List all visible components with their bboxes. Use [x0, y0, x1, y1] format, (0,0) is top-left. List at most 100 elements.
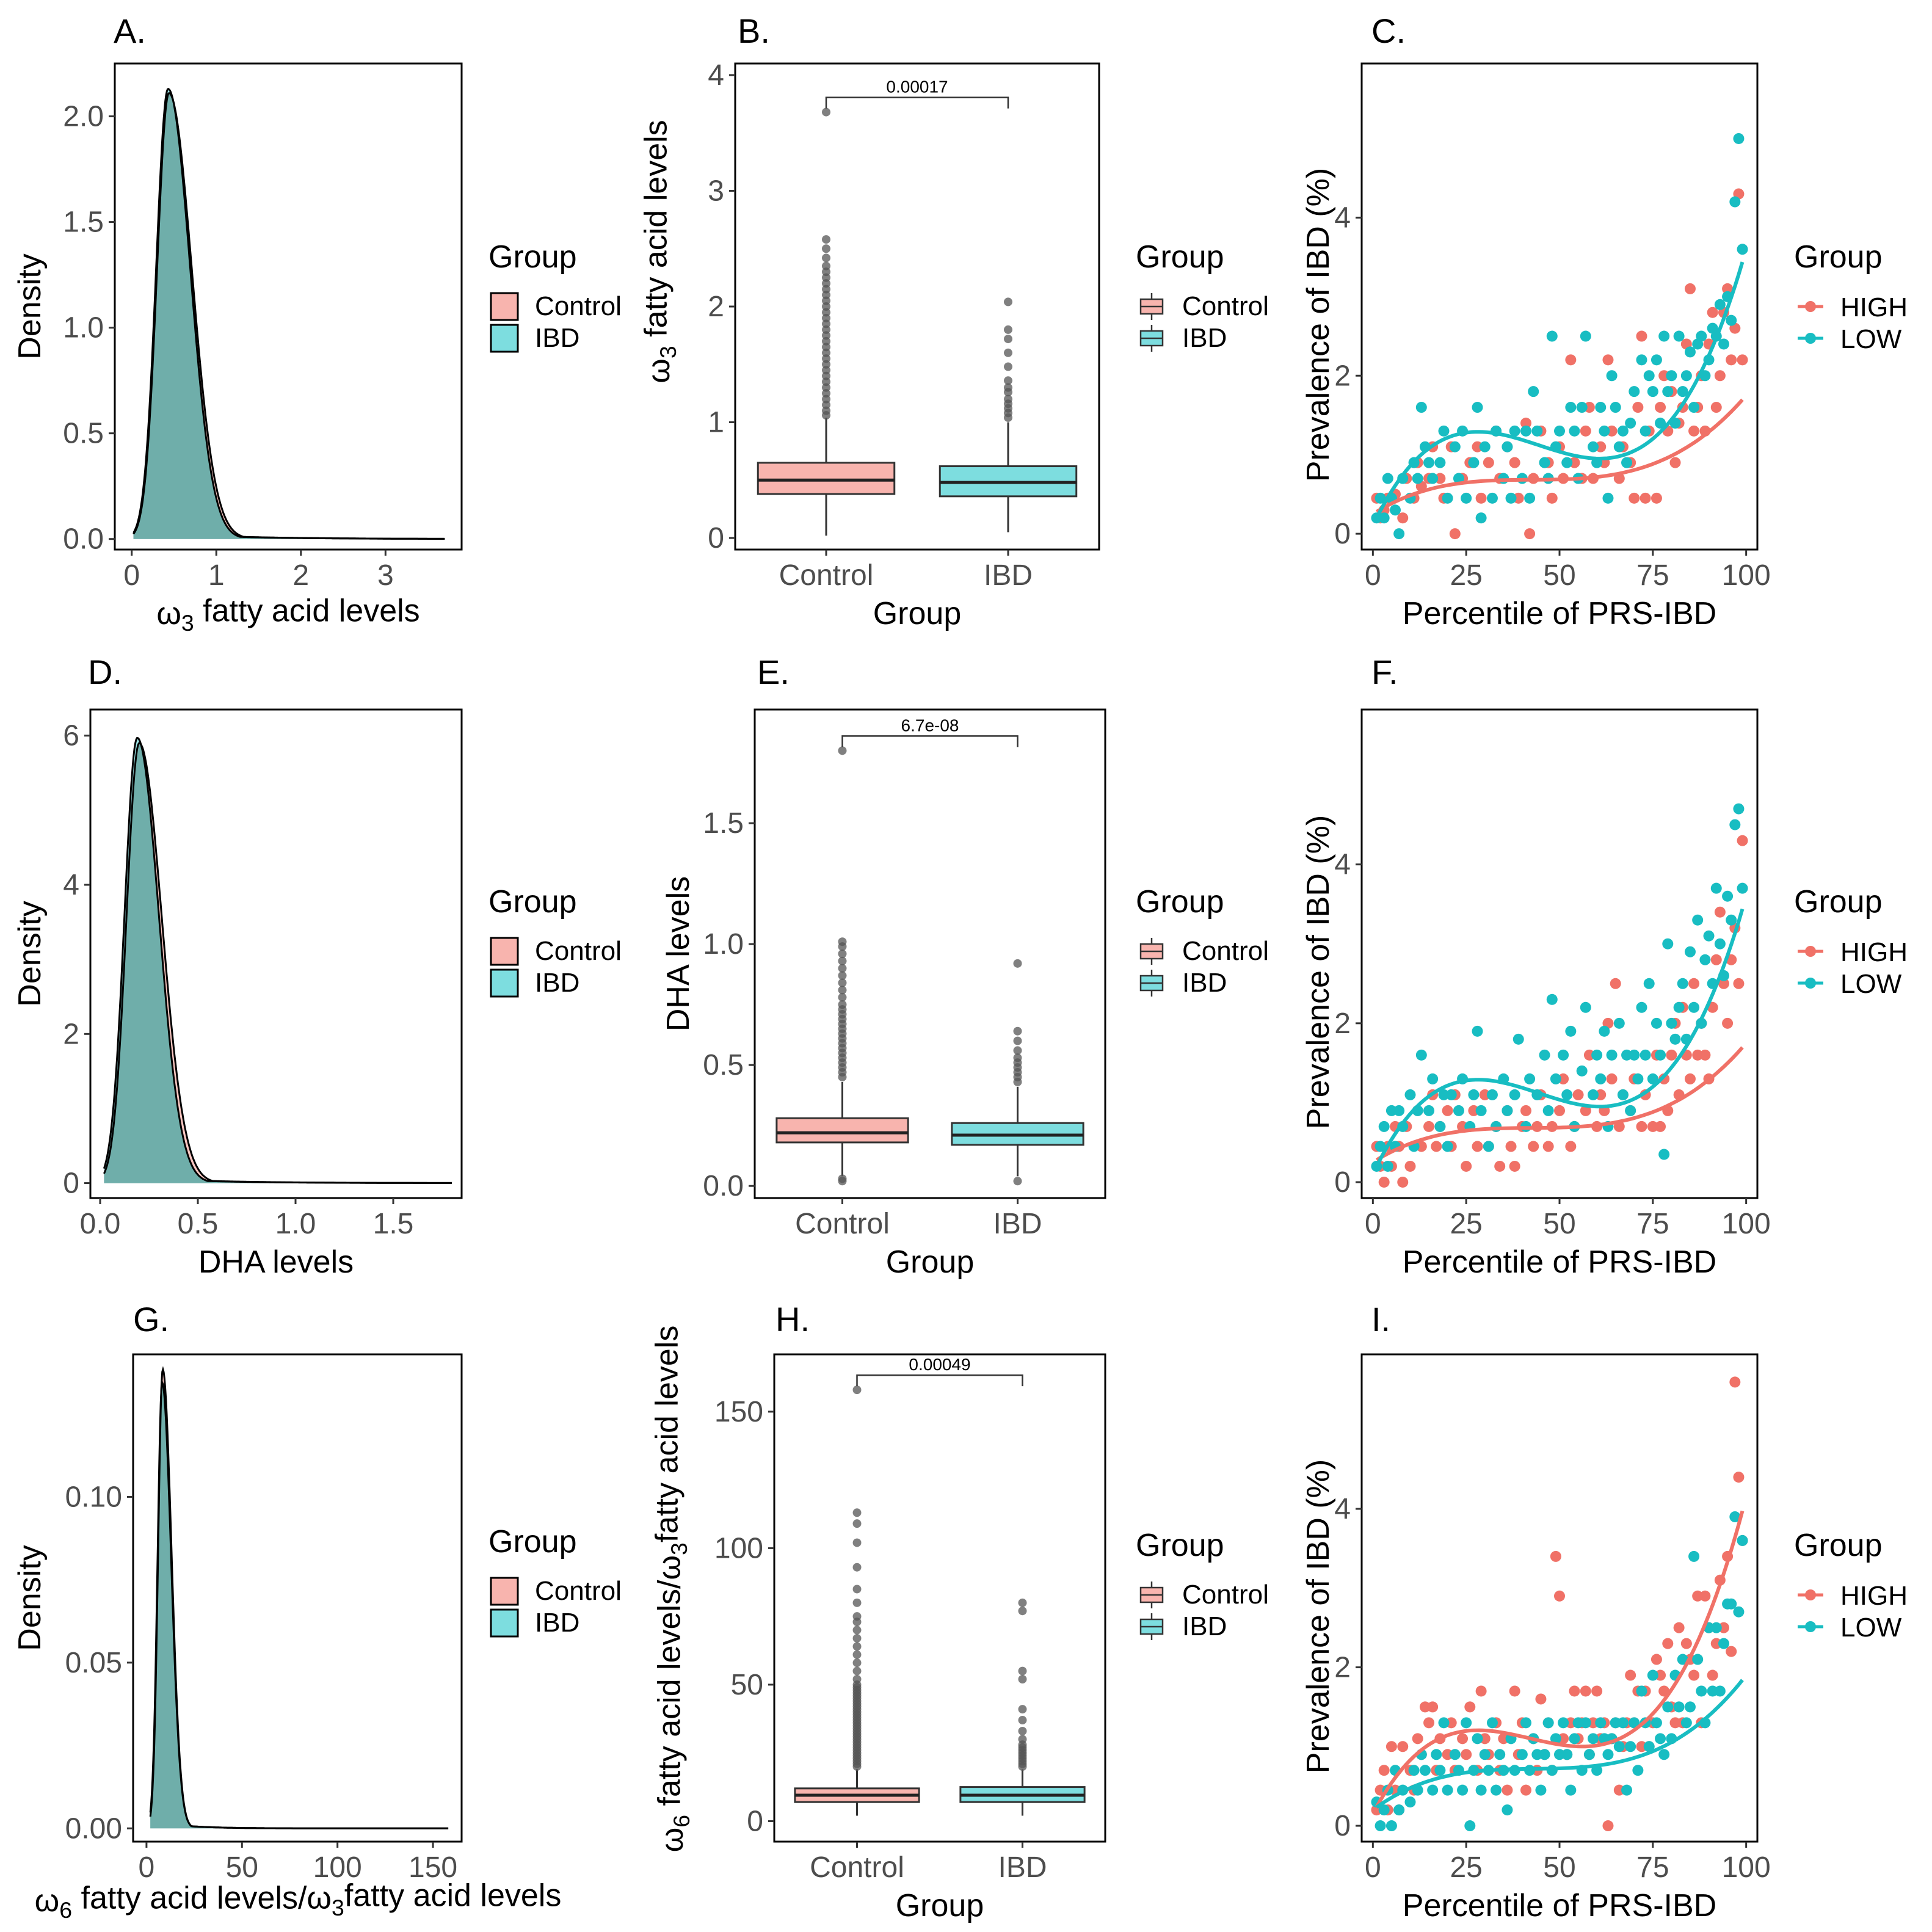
- data-point: [1673, 1701, 1685, 1713]
- data-point: [1692, 1654, 1704, 1665]
- data-point: [1535, 1784, 1547, 1796]
- data-point: [1385, 1741, 1397, 1752]
- data-point: [1737, 1534, 1748, 1546]
- data-point: [1580, 1685, 1591, 1697]
- x-tick-label: Control: [779, 559, 874, 592]
- x-tick-label: 50: [1543, 1208, 1575, 1240]
- legend-title: Group: [1136, 239, 1224, 275]
- outlier-point: [852, 1666, 862, 1676]
- data-point: [1737, 354, 1748, 366]
- legend-key-ibd: [490, 968, 519, 998]
- y-axis-title: Density: [12, 1545, 48, 1651]
- data-point: [1726, 914, 1737, 926]
- outlier-point: [822, 107, 830, 117]
- data-point: [1613, 441, 1625, 452]
- data-point: [1707, 1669, 1718, 1681]
- outlier-point: [838, 956, 847, 965]
- data-point: [1658, 1073, 1670, 1084]
- data-point: [1378, 512, 1390, 524]
- outlier-point: [1004, 376, 1012, 385]
- x-axis-title: Percentile of PRS-IBD: [1403, 1244, 1716, 1280]
- data-point: [1588, 441, 1599, 452]
- data-point: [1475, 492, 1487, 504]
- data-point: [1509, 1685, 1520, 1697]
- y-tick-label: 4: [708, 59, 724, 92]
- outlier-point: [822, 253, 830, 263]
- panel-D: D. 0 2 4 6 0.0 0.5 1.0 1.5 DHA levels Density Group…: [12, 653, 622, 1280]
- outlier-point: [822, 244, 830, 253]
- outlier-point: [838, 1174, 847, 1183]
- outlier-point: [838, 986, 847, 995]
- panel-label-I: I.: [1371, 1300, 1390, 1338]
- data-point: [1580, 1105, 1591, 1116]
- outlier-point: [838, 993, 847, 1002]
- y-axis-title: Prevalence of IBD (%): [1301, 1459, 1336, 1773]
- data-point: [1629, 386, 1640, 398]
- panel-label-D: D.: [88, 653, 122, 691]
- data-point: [1643, 978, 1655, 989]
- data-point: [1722, 890, 1734, 902]
- x-tick-label: 50: [1543, 559, 1575, 592]
- data-point: [1375, 492, 1386, 504]
- outlier-point: [1018, 1598, 1027, 1607]
- legend-dot-low: [1805, 978, 1816, 989]
- data-point: [1714, 906, 1726, 918]
- data-point: [1546, 330, 1558, 342]
- data-point: [1580, 425, 1591, 437]
- panel-A: A. 0.0 0.5 1.0 1.5 2.0 0 1 2 3ω3​ fatty acid leve…: [12, 12, 622, 636]
- x-tick-label: IBD: [984, 559, 1033, 592]
- data-point: [1629, 1717, 1640, 1729]
- data-point: [1625, 417, 1636, 429]
- x-tick-label: 1.0: [275, 1208, 316, 1240]
- pvalue-label: 0.00049: [909, 1355, 970, 1374]
- data-point: [1580, 1717, 1591, 1729]
- data-point: [1576, 402, 1588, 413]
- data-point: [1710, 882, 1722, 894]
- bracket-line: [825, 96, 1009, 109]
- outlier-point: [1004, 383, 1012, 392]
- y-tick-label: 2: [708, 291, 724, 323]
- panel-label-A: A.: [114, 12, 146, 50]
- data-point: [1606, 1049, 1618, 1061]
- y-tick-label: 1.5: [63, 206, 104, 239]
- data-point: [1393, 1804, 1405, 1816]
- y-axis-title: Prevalence of IBD (%): [1301, 815, 1336, 1129]
- trend-line-low: [1375, 1679, 1744, 1809]
- data-point: [1449, 528, 1461, 540]
- data-point: [1655, 1049, 1666, 1061]
- legend-key-control: [490, 292, 519, 321]
- y-axis-title: Prevalence of IBD (%): [1301, 168, 1336, 482]
- outlier-point: [1018, 1705, 1027, 1714]
- data-point: [1599, 425, 1610, 437]
- data-point: [1643, 1741, 1655, 1752]
- trend-line-high: [1375, 1510, 1745, 1808]
- y-tick-label: 1: [708, 407, 724, 439]
- data-point: [1509, 1089, 1520, 1100]
- data-point: [1412, 473, 1423, 484]
- x-tick-label: 0: [1365, 559, 1381, 592]
- data-point: [1431, 1141, 1442, 1152]
- outlier-point: [838, 937, 847, 946]
- data-point: [1520, 417, 1531, 429]
- data-point: [1610, 978, 1621, 989]
- y-tick-label: 2: [1334, 1652, 1351, 1684]
- data-point: [1483, 1141, 1494, 1152]
- data-point: [1539, 1749, 1550, 1760]
- data-point: [1666, 1049, 1677, 1061]
- data-point: [1710, 402, 1722, 413]
- x-tick-label: 25: [1450, 559, 1482, 592]
- density-line-ibd: [103, 736, 452, 1184]
- outlier-point: [852, 1538, 862, 1547]
- data-point: [1434, 1765, 1446, 1776]
- legend-title: Group: [488, 1524, 577, 1560]
- data-point: [1550, 1733, 1561, 1745]
- data-point: [1550, 1550, 1561, 1562]
- data-point: [1375, 1820, 1386, 1832]
- outlier-point: [1013, 1177, 1022, 1186]
- x-tick-label: 75: [1636, 559, 1669, 592]
- y-tick-label: 0.5: [63, 418, 104, 450]
